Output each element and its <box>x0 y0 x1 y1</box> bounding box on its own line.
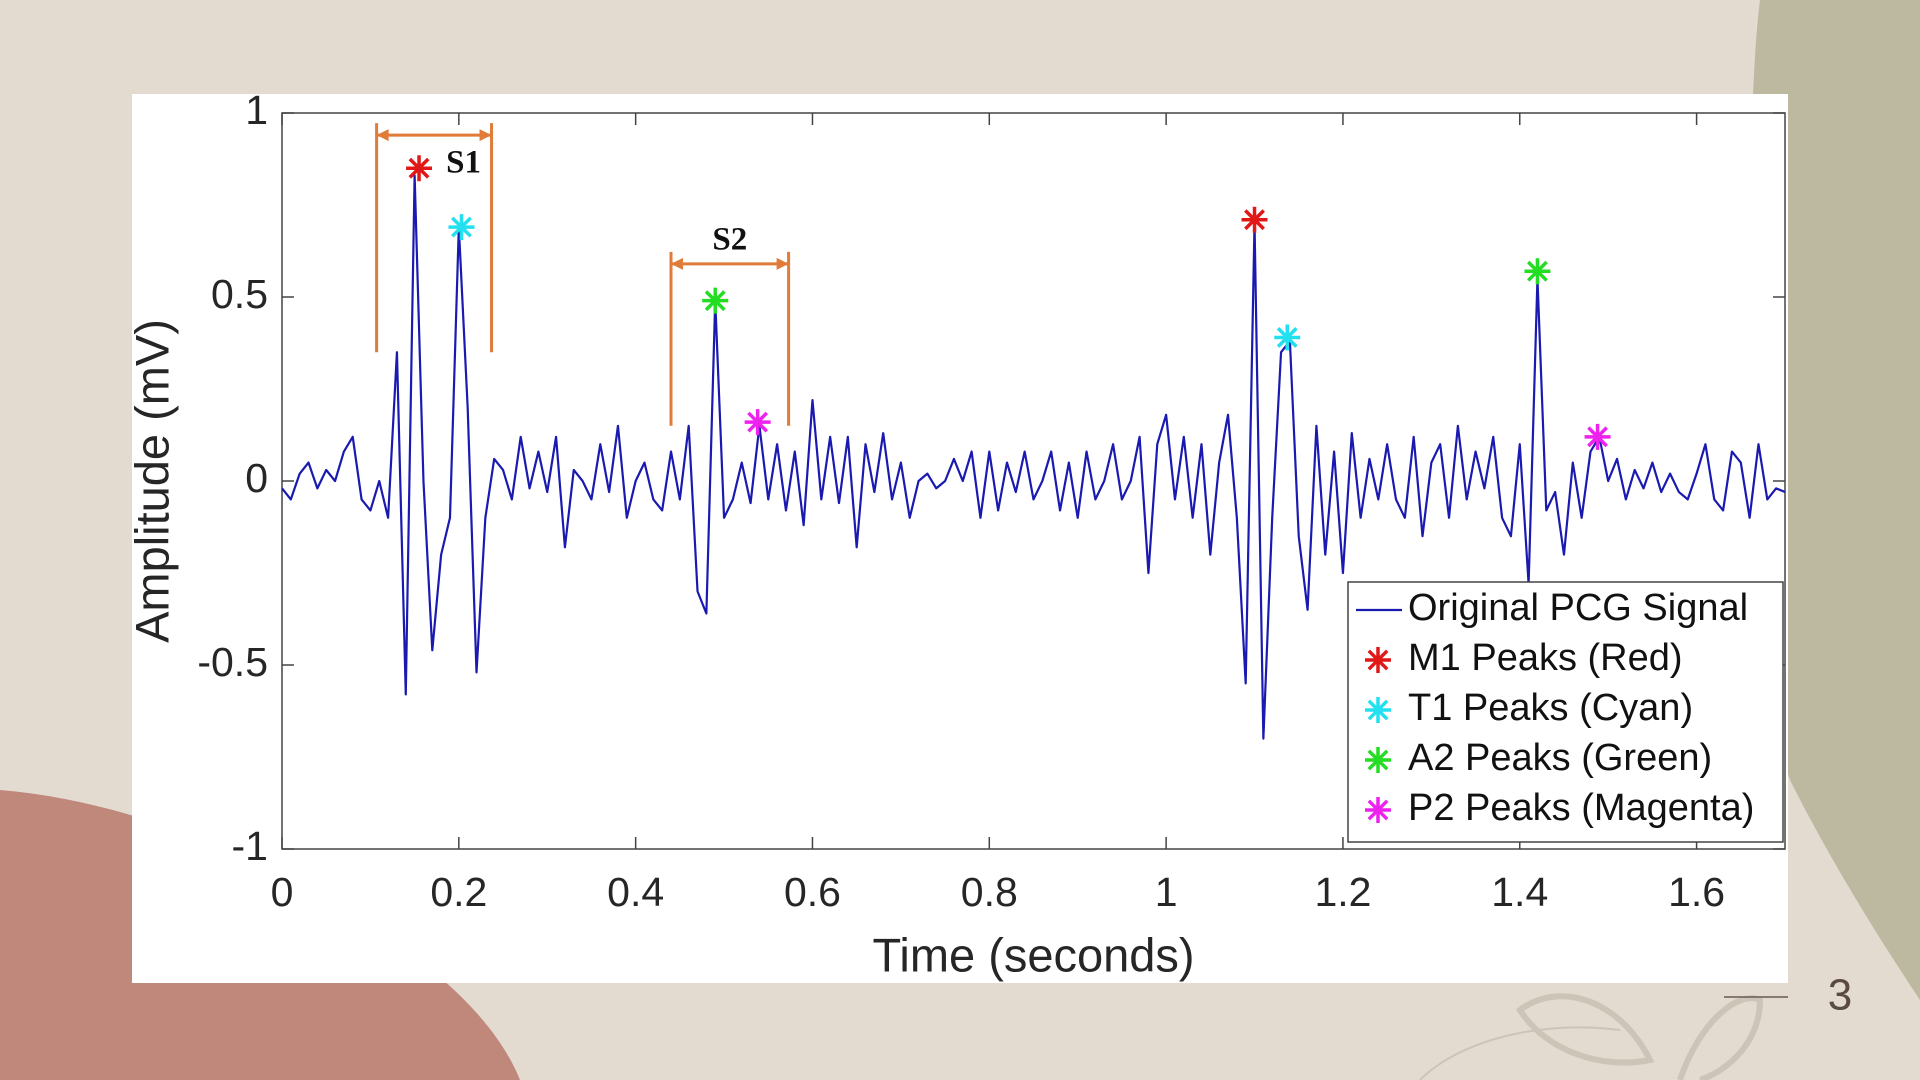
x-tick-label: 0.8 <box>961 869 1018 915</box>
legend-swatch <box>1365 647 1391 673</box>
peak-marker <box>1241 206 1268 233</box>
x-axis-label: Time (seconds) <box>872 928 1194 981</box>
y-tick-label: 0 <box>245 455 268 501</box>
x-tick-label: 0.2 <box>430 869 487 915</box>
signal-line <box>281 174 1786 740</box>
peak-marker <box>1584 423 1611 450</box>
y-tick-label: -0.5 <box>197 639 268 685</box>
decor-leaves <box>1419 993 1764 1080</box>
legend-swatch <box>1365 747 1391 773</box>
x-tick-label: 1.6 <box>1668 869 1725 915</box>
legend-swatch <box>1365 697 1391 723</box>
x-tick-label: 0.6 <box>784 869 841 915</box>
legend: Original PCG Signal M1 Peaks (Red) T1 Peak… <box>1347 581 1784 843</box>
x-tick-label: 1.4 <box>1491 869 1548 915</box>
bracket-arrow <box>671 257 789 270</box>
x-tick-label: 1 <box>1155 869 1178 915</box>
legend-swatch <box>1365 797 1391 823</box>
peak-marker <box>744 409 771 436</box>
page-number: 3 <box>1828 971 1852 1020</box>
peak-marker <box>406 155 433 182</box>
legend-label: Original PCG Signal <box>1408 587 1748 629</box>
y-tick-label: 0.5 <box>211 271 268 317</box>
legend-label: A2 Peaks (Green) <box>1408 737 1712 779</box>
legend-box <box>1347 581 1784 843</box>
y-axis-label: Amplitude (mV) <box>125 319 178 643</box>
legend-label: P2 Peaks (Magenta) <box>1408 787 1754 829</box>
bracket-arrow <box>376 129 492 142</box>
legend-label: T1 Peaks (Cyan) <box>1408 687 1693 729</box>
bracket-label: S1 <box>446 145 481 181</box>
y-tick-label: -1 <box>232 823 268 869</box>
bracket-label: S2 <box>712 221 747 257</box>
y-tick-label: 1 <box>245 87 268 133</box>
peak-marker <box>702 287 729 314</box>
x-tick-label: 0.4 <box>607 869 664 915</box>
decor-blob <box>1746 0 1920 1000</box>
chart: 0 0.2 0.4 0.6 0.8 1 1.2 1.4 1.6 -1 -0.5 0 0.5 1 Time (… <box>125 87 1786 981</box>
peak-marker <box>1524 258 1551 285</box>
legend-label: M1 Peaks (Red) <box>1408 637 1683 679</box>
x-tick-label: 0 <box>271 869 294 915</box>
peak-marker <box>1274 324 1301 351</box>
x-tick-label: 1.2 <box>1314 869 1371 915</box>
peak-marker <box>448 214 475 241</box>
